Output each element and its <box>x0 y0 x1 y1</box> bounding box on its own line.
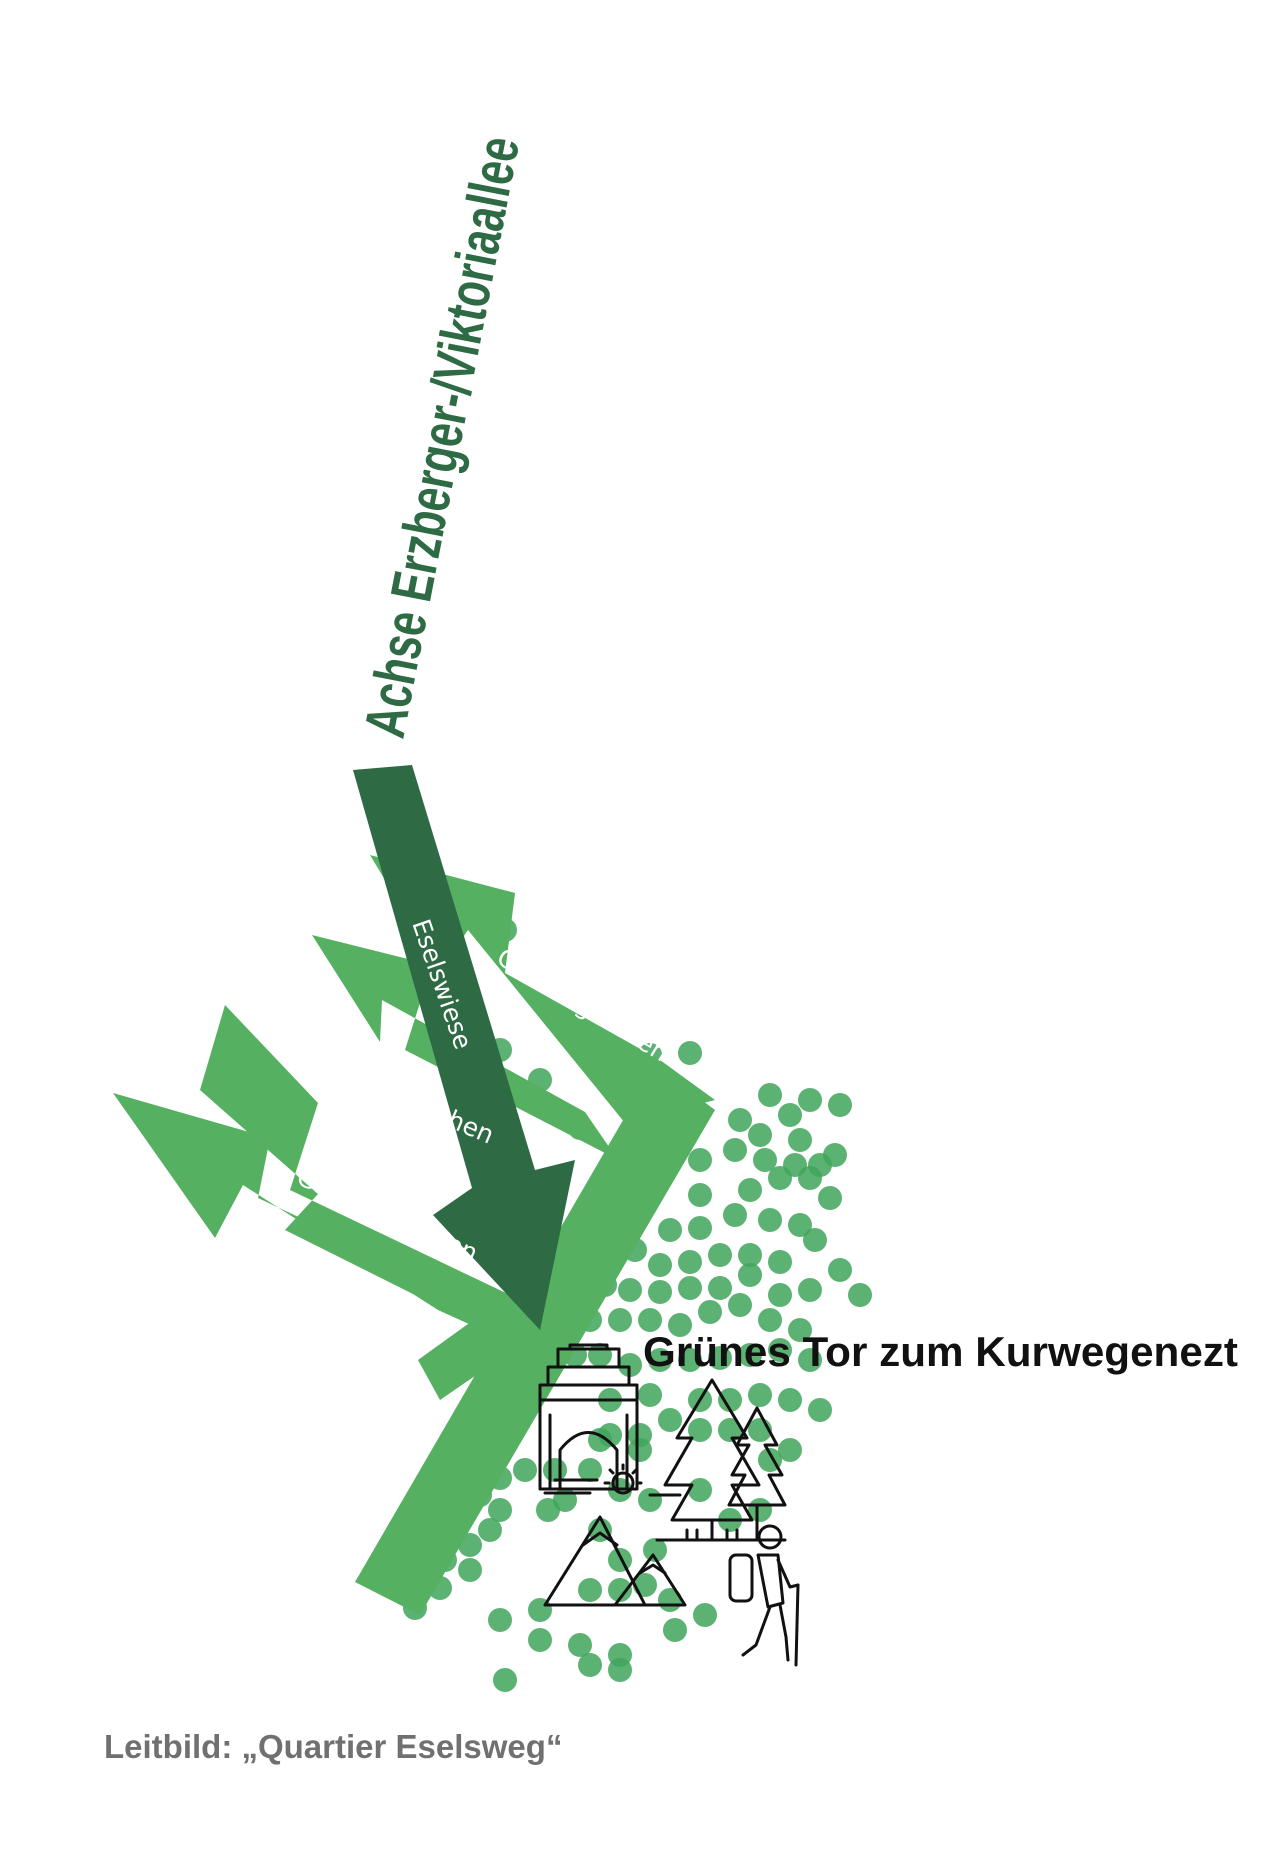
green-dot <box>458 1558 482 1582</box>
green-dot <box>698 1300 722 1324</box>
green-dot <box>663 1618 687 1642</box>
mountains-sun-icon <box>543 1463 687 1607</box>
green-dot <box>828 1258 852 1282</box>
green-finger-arrow-bottom <box>200 1005 525 1350</box>
green-dot <box>608 1658 632 1682</box>
green-finger-arrow-lower <box>113 1093 500 1338</box>
green-dot <box>748 1383 772 1407</box>
green-dot <box>708 1346 732 1370</box>
green-dot <box>543 1458 567 1482</box>
green-dot <box>648 1348 672 1372</box>
green-dot <box>528 1628 552 1652</box>
green-dot <box>638 1308 662 1332</box>
green-dot <box>728 1293 752 1317</box>
green-dot <box>818 1186 842 1210</box>
green-dot <box>688 1183 712 1207</box>
green-dot <box>578 1653 602 1677</box>
green-dot <box>798 1348 822 1372</box>
main-stem-arrow <box>355 1065 715 1615</box>
green-dot <box>828 1093 852 1117</box>
green-dot <box>618 1278 642 1302</box>
green-dot <box>638 1488 662 1512</box>
green-dot <box>578 1578 602 1602</box>
green-dot <box>658 1588 682 1612</box>
green-dot <box>618 1353 642 1377</box>
green-dot <box>493 1668 517 1692</box>
green-dot <box>568 1633 592 1657</box>
green-dot <box>723 1203 747 1227</box>
green-dot <box>753 1148 777 1172</box>
green-dot <box>778 1438 802 1462</box>
green-dot <box>798 1278 822 1302</box>
green-dot <box>688 1216 712 1240</box>
green-dot <box>488 1498 512 1522</box>
green-dot <box>658 1408 682 1432</box>
green-dot <box>768 1166 792 1190</box>
green-dot <box>768 1250 792 1274</box>
green-dot <box>658 1218 682 1242</box>
green-dot <box>798 1088 822 1112</box>
green-dot <box>648 1280 672 1304</box>
caption: Leitbild: „Quartier Eselsweg“ <box>104 1728 563 1765</box>
green-dot <box>578 1458 602 1482</box>
green-dot <box>638 1383 662 1407</box>
green-dot <box>678 1276 702 1300</box>
green-dot <box>808 1398 832 1422</box>
green-dot <box>643 1538 667 1562</box>
green-dot <box>708 1276 732 1300</box>
green-dot <box>693 1603 717 1627</box>
green-dot <box>738 1263 762 1287</box>
green-dot <box>688 1148 712 1172</box>
green-dot <box>488 1608 512 1632</box>
axis-title: Achse Erzberger-/Viktoriaallee <box>352 131 532 742</box>
green-dot <box>723 1138 747 1162</box>
green-dot <box>798 1166 822 1190</box>
gate-title: Grünes Tor zum Kurwegenezt <box>643 1328 1238 1375</box>
green-dot <box>678 1348 702 1372</box>
green-finger-arrow-lowest-tip <box>418 1290 533 1400</box>
green-dot <box>778 1103 802 1127</box>
green-dot <box>738 1243 762 1267</box>
green-dot <box>728 1108 752 1132</box>
green-dot <box>608 1548 632 1572</box>
green-dot <box>778 1388 802 1412</box>
green-dot <box>758 1083 782 1107</box>
green-dot <box>513 1458 537 1482</box>
green-dot <box>823 1143 847 1167</box>
gate-icon <box>538 1343 639 1491</box>
green-dot <box>708 1243 732 1267</box>
green-dot <box>748 1123 772 1147</box>
green-dot <box>688 1478 712 1502</box>
green-dot <box>758 1208 782 1232</box>
green-dot <box>768 1338 792 1362</box>
green-dot <box>788 1213 812 1237</box>
green-dot <box>718 1418 742 1442</box>
green-dot <box>678 1041 702 1065</box>
green-dot <box>678 1250 702 1274</box>
green-dot <box>608 1308 632 1332</box>
green-dot <box>788 1128 812 1152</box>
green-dot <box>788 1318 812 1342</box>
green-dot <box>803 1228 827 1252</box>
green-dot <box>738 1343 762 1367</box>
eselswiese-arrow <box>353 765 575 1330</box>
green-dot <box>608 1578 632 1602</box>
forest-icon <box>655 1378 787 1542</box>
green-dot <box>738 1178 762 1202</box>
green-dot <box>648 1253 672 1277</box>
hiker-icon <box>728 1524 800 1667</box>
green-dot <box>628 1438 652 1462</box>
green-dot <box>848 1283 872 1307</box>
green-dot <box>478 1518 502 1542</box>
green-dot <box>758 1308 782 1332</box>
green-dot <box>768 1283 792 1307</box>
green-dot <box>718 1388 742 1412</box>
green-dot <box>688 1418 712 1442</box>
green-dot <box>668 1313 692 1337</box>
